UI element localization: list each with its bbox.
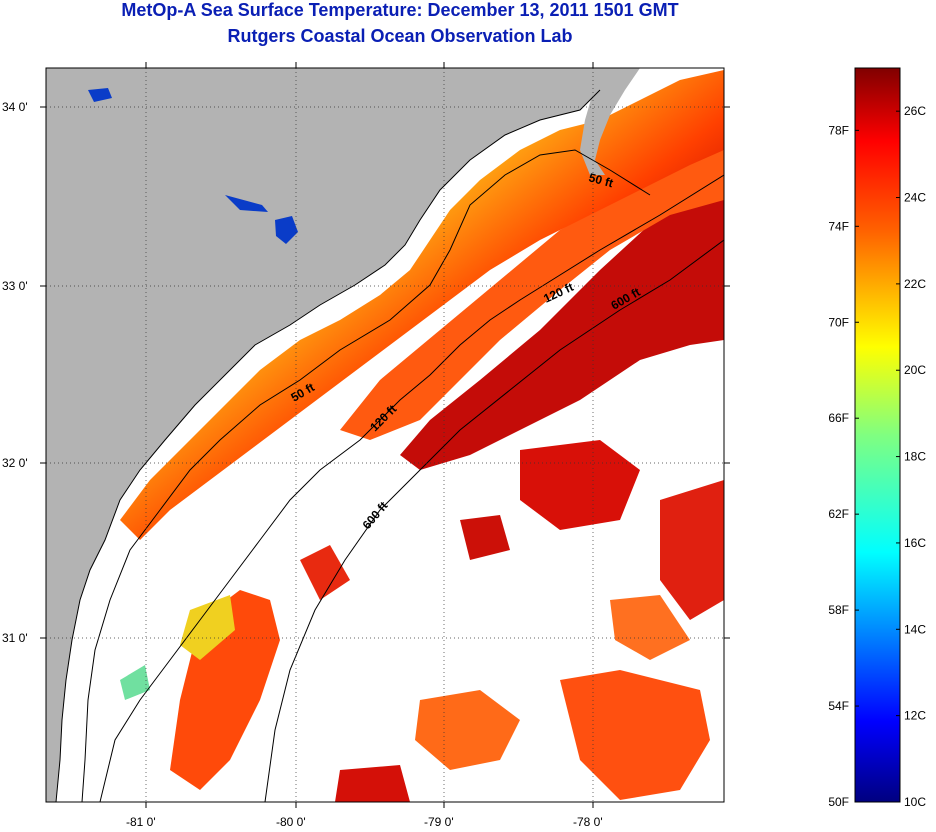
colorbar-fahrenheit-label: 54F bbox=[828, 699, 849, 713]
graticule bbox=[46, 68, 724, 802]
colorbar-fahrenheit-label: 50F bbox=[828, 795, 849, 809]
map-frame bbox=[45, 67, 725, 803]
inshore-cold-water bbox=[120, 70, 724, 540]
contour-label-50ft-north: 50 ft bbox=[587, 170, 614, 190]
colorbar-celsius-label: 10C bbox=[904, 795, 926, 809]
colorbar-fahrenheit-label: 62F bbox=[828, 507, 849, 521]
inland-lake-3 bbox=[225, 195, 268, 212]
warm-gulf-stream bbox=[400, 175, 724, 470]
colorbar-fahrenheit-label: 70F bbox=[828, 315, 849, 329]
map-subtitle: Rutgers Coastal Ocean Observation Lab bbox=[227, 26, 573, 46]
contour-50ft bbox=[81, 149, 651, 802]
lat-label-32: 32 0' bbox=[2, 456, 28, 470]
lat-label-31: 31 0' bbox=[2, 631, 28, 645]
lon-label-78: -78 0' bbox=[573, 815, 603, 829]
inland-lake bbox=[275, 216, 298, 244]
coastline bbox=[55, 89, 601, 802]
map-plot-area: 50 ft 120 ft 600 ft 50 ft 120 ft 600 ft bbox=[46, 68, 724, 802]
colorbar-celsius-label: 12C bbox=[904, 709, 926, 723]
contour-600ft bbox=[264, 239, 724, 802]
colorbar-celsius-label: 14C bbox=[904, 622, 926, 636]
map-ticks bbox=[40, 62, 730, 808]
lat-label-34: 34 0' bbox=[2, 100, 28, 114]
land-mass bbox=[46, 68, 600, 802]
colorbar-gradient bbox=[854, 67, 901, 803]
colorbar-fahrenheit-label: 58F bbox=[828, 603, 849, 617]
colorbar-fahrenheit-label: 66F bbox=[828, 411, 849, 425]
contour-120ft bbox=[99, 174, 724, 802]
colorbar-ticks: 10C 12C 14C 16C 18C 20C 22C 24C 26C 50F 54F 58F 62F 6… bbox=[828, 104, 926, 809]
colorbar-celsius-label: 26C bbox=[904, 104, 926, 118]
warm-patches bbox=[120, 440, 724, 802]
colorbar-fahrenheit-label: 78F bbox=[828, 123, 849, 137]
colorbar-celsius-label: 20C bbox=[904, 363, 926, 377]
colorbar-celsius-label: 18C bbox=[904, 450, 926, 464]
lon-label-79: -79 0' bbox=[424, 815, 454, 829]
colorbar-celsius-label: 24C bbox=[904, 191, 926, 205]
colorbar-celsius-label: 22C bbox=[904, 277, 926, 291]
orange-shelf-water bbox=[340, 150, 724, 440]
lon-label-80: -80 0' bbox=[276, 815, 306, 829]
lat-label-33: 33 0' bbox=[2, 279, 28, 293]
lon-label-81: -81 0' bbox=[126, 815, 156, 829]
inland-lake-2 bbox=[88, 88, 112, 102]
colorbar-celsius-label: 16C bbox=[904, 536, 926, 550]
map-title: MetOp-A Sea Surface Temperature: Decembe… bbox=[121, 0, 679, 20]
colorbar-fahrenheit-label: 74F bbox=[828, 219, 849, 233]
